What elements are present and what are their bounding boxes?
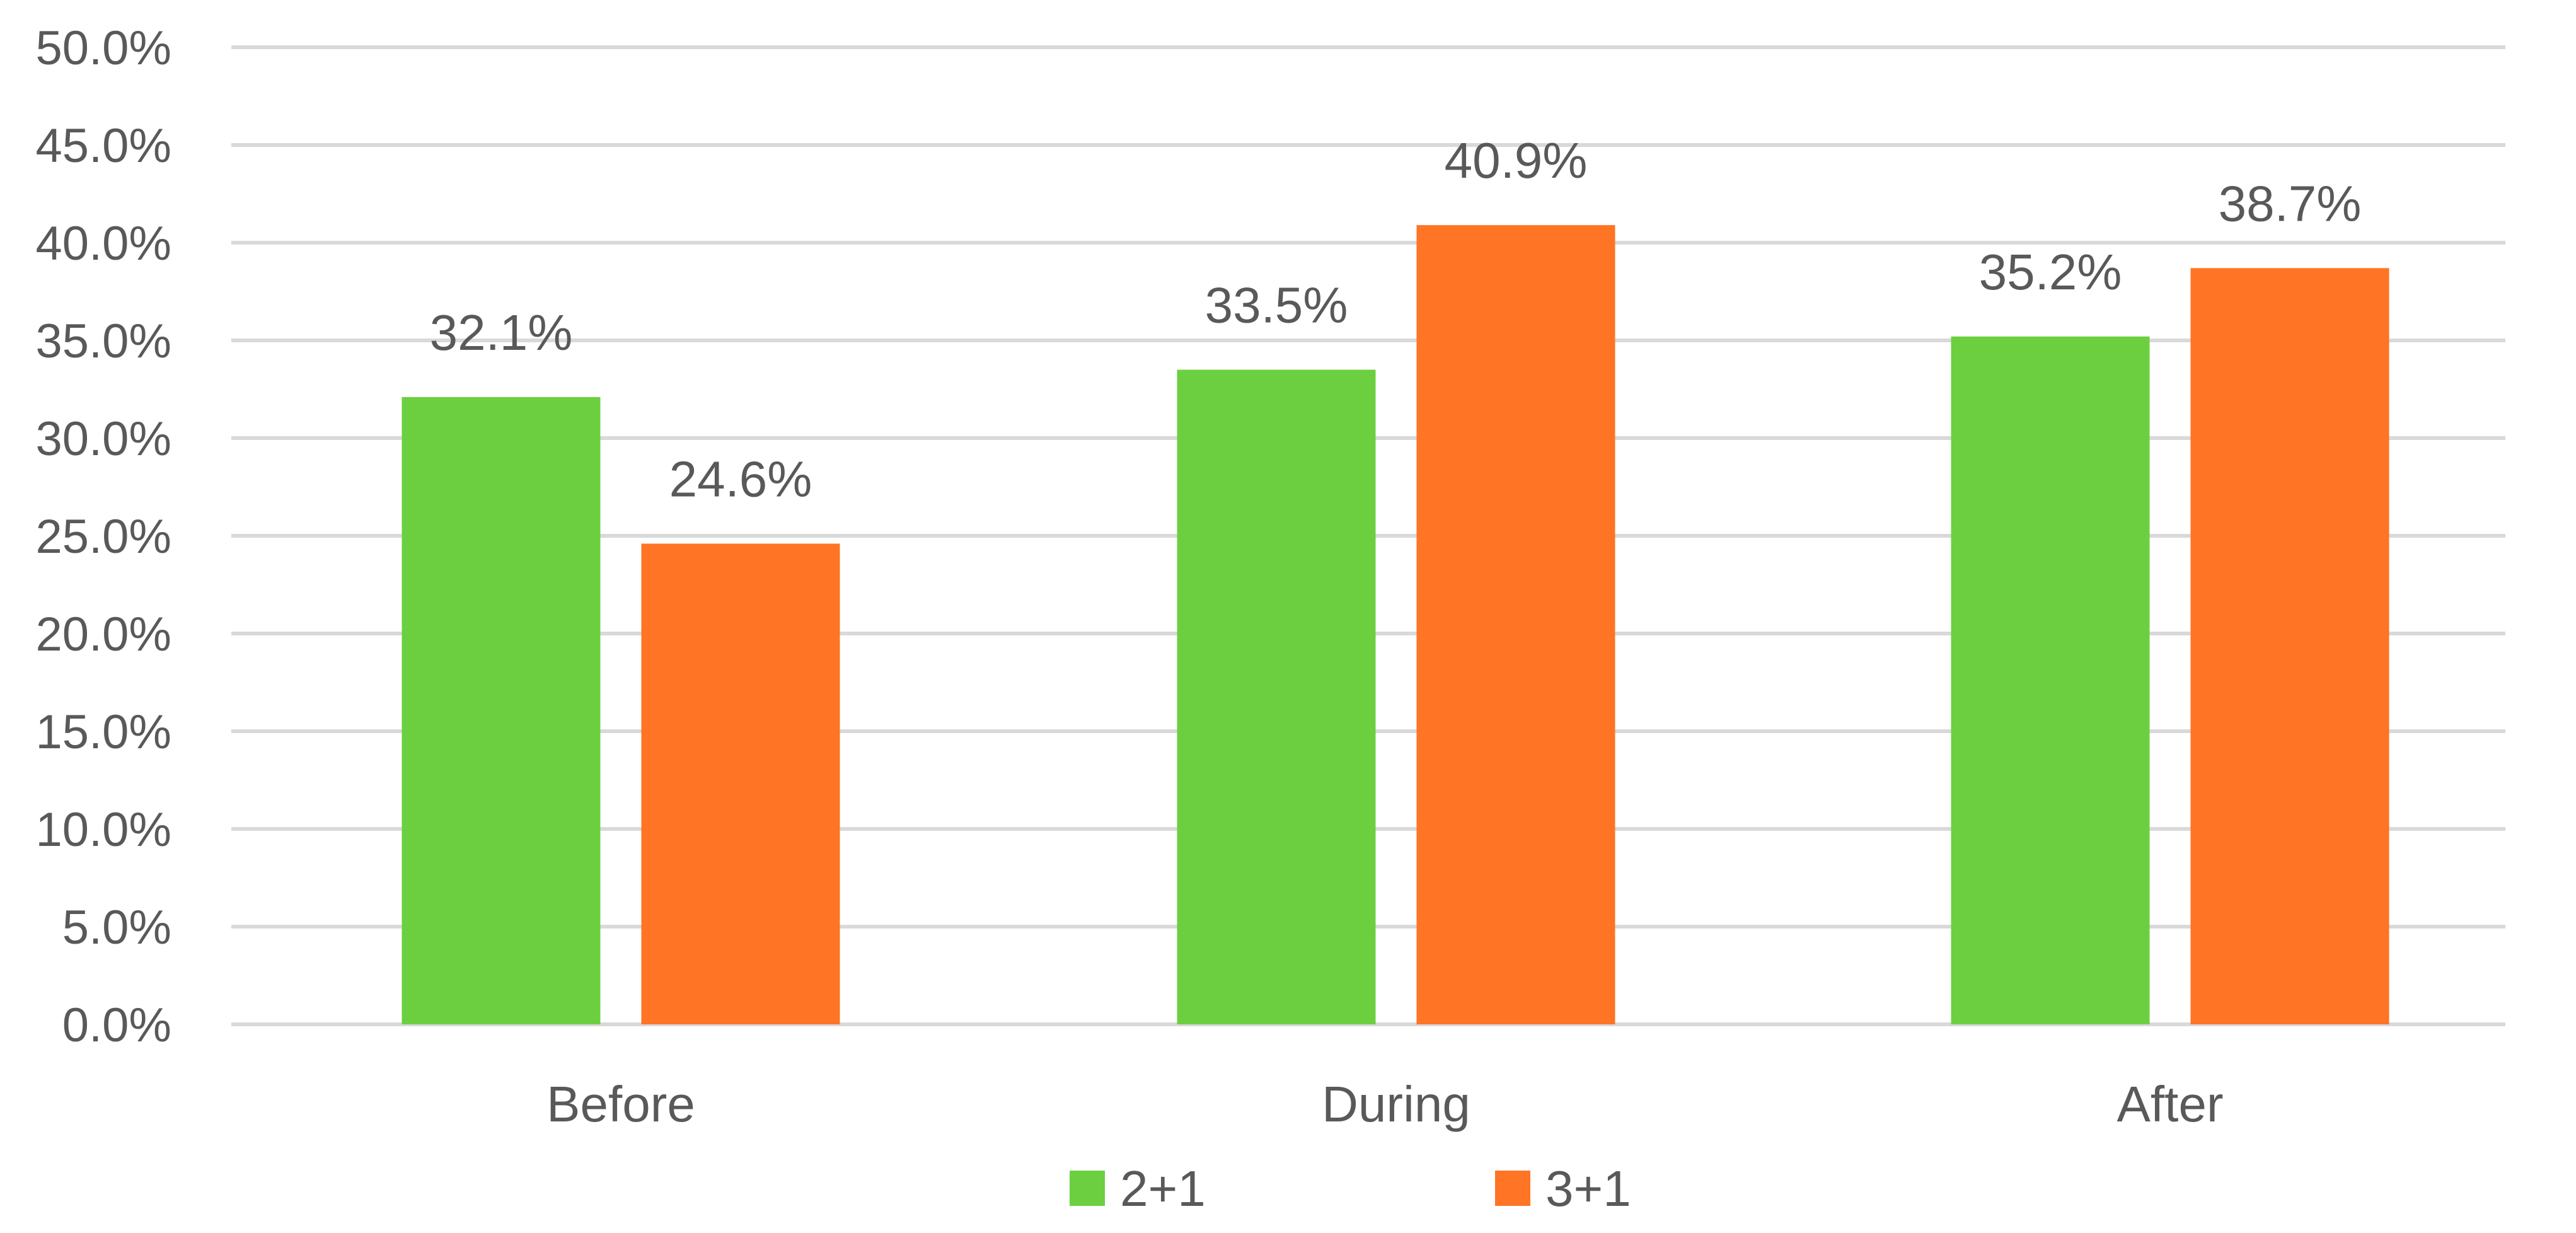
y-tick-label: 5.0% <box>62 901 171 954</box>
y-tick-label: 50.0% <box>36 21 172 75</box>
data-label: 32.1% <box>430 304 573 361</box>
data-label: 33.5% <box>1205 277 1348 333</box>
legend: 2+1 3+1 <box>1070 1161 1631 1217</box>
bar-2+1-before <box>401 397 601 1024</box>
y-tick-label: 35.0% <box>36 315 172 368</box>
data-label: 24.6% <box>669 451 812 507</box>
bar-2+1-after <box>1951 336 2150 1024</box>
legend-label: 3+1 <box>1545 1161 1631 1217</box>
x-category-label: During <box>1322 1076 1470 1132</box>
data-label: 40.9% <box>1445 132 1588 188</box>
y-tick-label: 0.0% <box>62 999 171 1052</box>
bar-3+1-during <box>1416 225 1615 1025</box>
legend-label: 2+1 <box>1120 1161 1206 1217</box>
legend-swatch <box>1070 1171 1105 1206</box>
y-axis-ticks: 0.0% 5.0% 10.0% 15.0% 20.0% 25.0% 30.0% 35.0% 40… <box>36 21 172 1052</box>
y-tick-label: 45.0% <box>36 119 172 173</box>
legend-swatch <box>1495 1171 1530 1206</box>
y-tick-label: 25.0% <box>36 510 172 564</box>
data-label: 35.2% <box>1979 244 2122 300</box>
y-tick-label: 40.0% <box>36 217 172 270</box>
bar-2+1-during <box>1177 369 1376 1024</box>
y-tick-label: 10.0% <box>36 803 172 857</box>
data-label: 38.7% <box>2219 175 2362 231</box>
bars <box>401 225 2389 1025</box>
y-tick-label: 15.0% <box>36 705 172 759</box>
bar-3+1-after <box>2190 268 2389 1024</box>
x-axis-categories: Before During After <box>546 1076 2223 1132</box>
bar-3+1-before <box>641 543 840 1024</box>
y-tick-label: 20.0% <box>36 608 172 661</box>
x-category-label: After <box>2117 1076 2224 1132</box>
y-tick-label: 30.0% <box>36 412 172 466</box>
x-category-label: Before <box>546 1076 695 1132</box>
data-labels: 32.1% 24.6% 33.5% 40.9% 35.2% 38.7% <box>430 132 2362 507</box>
